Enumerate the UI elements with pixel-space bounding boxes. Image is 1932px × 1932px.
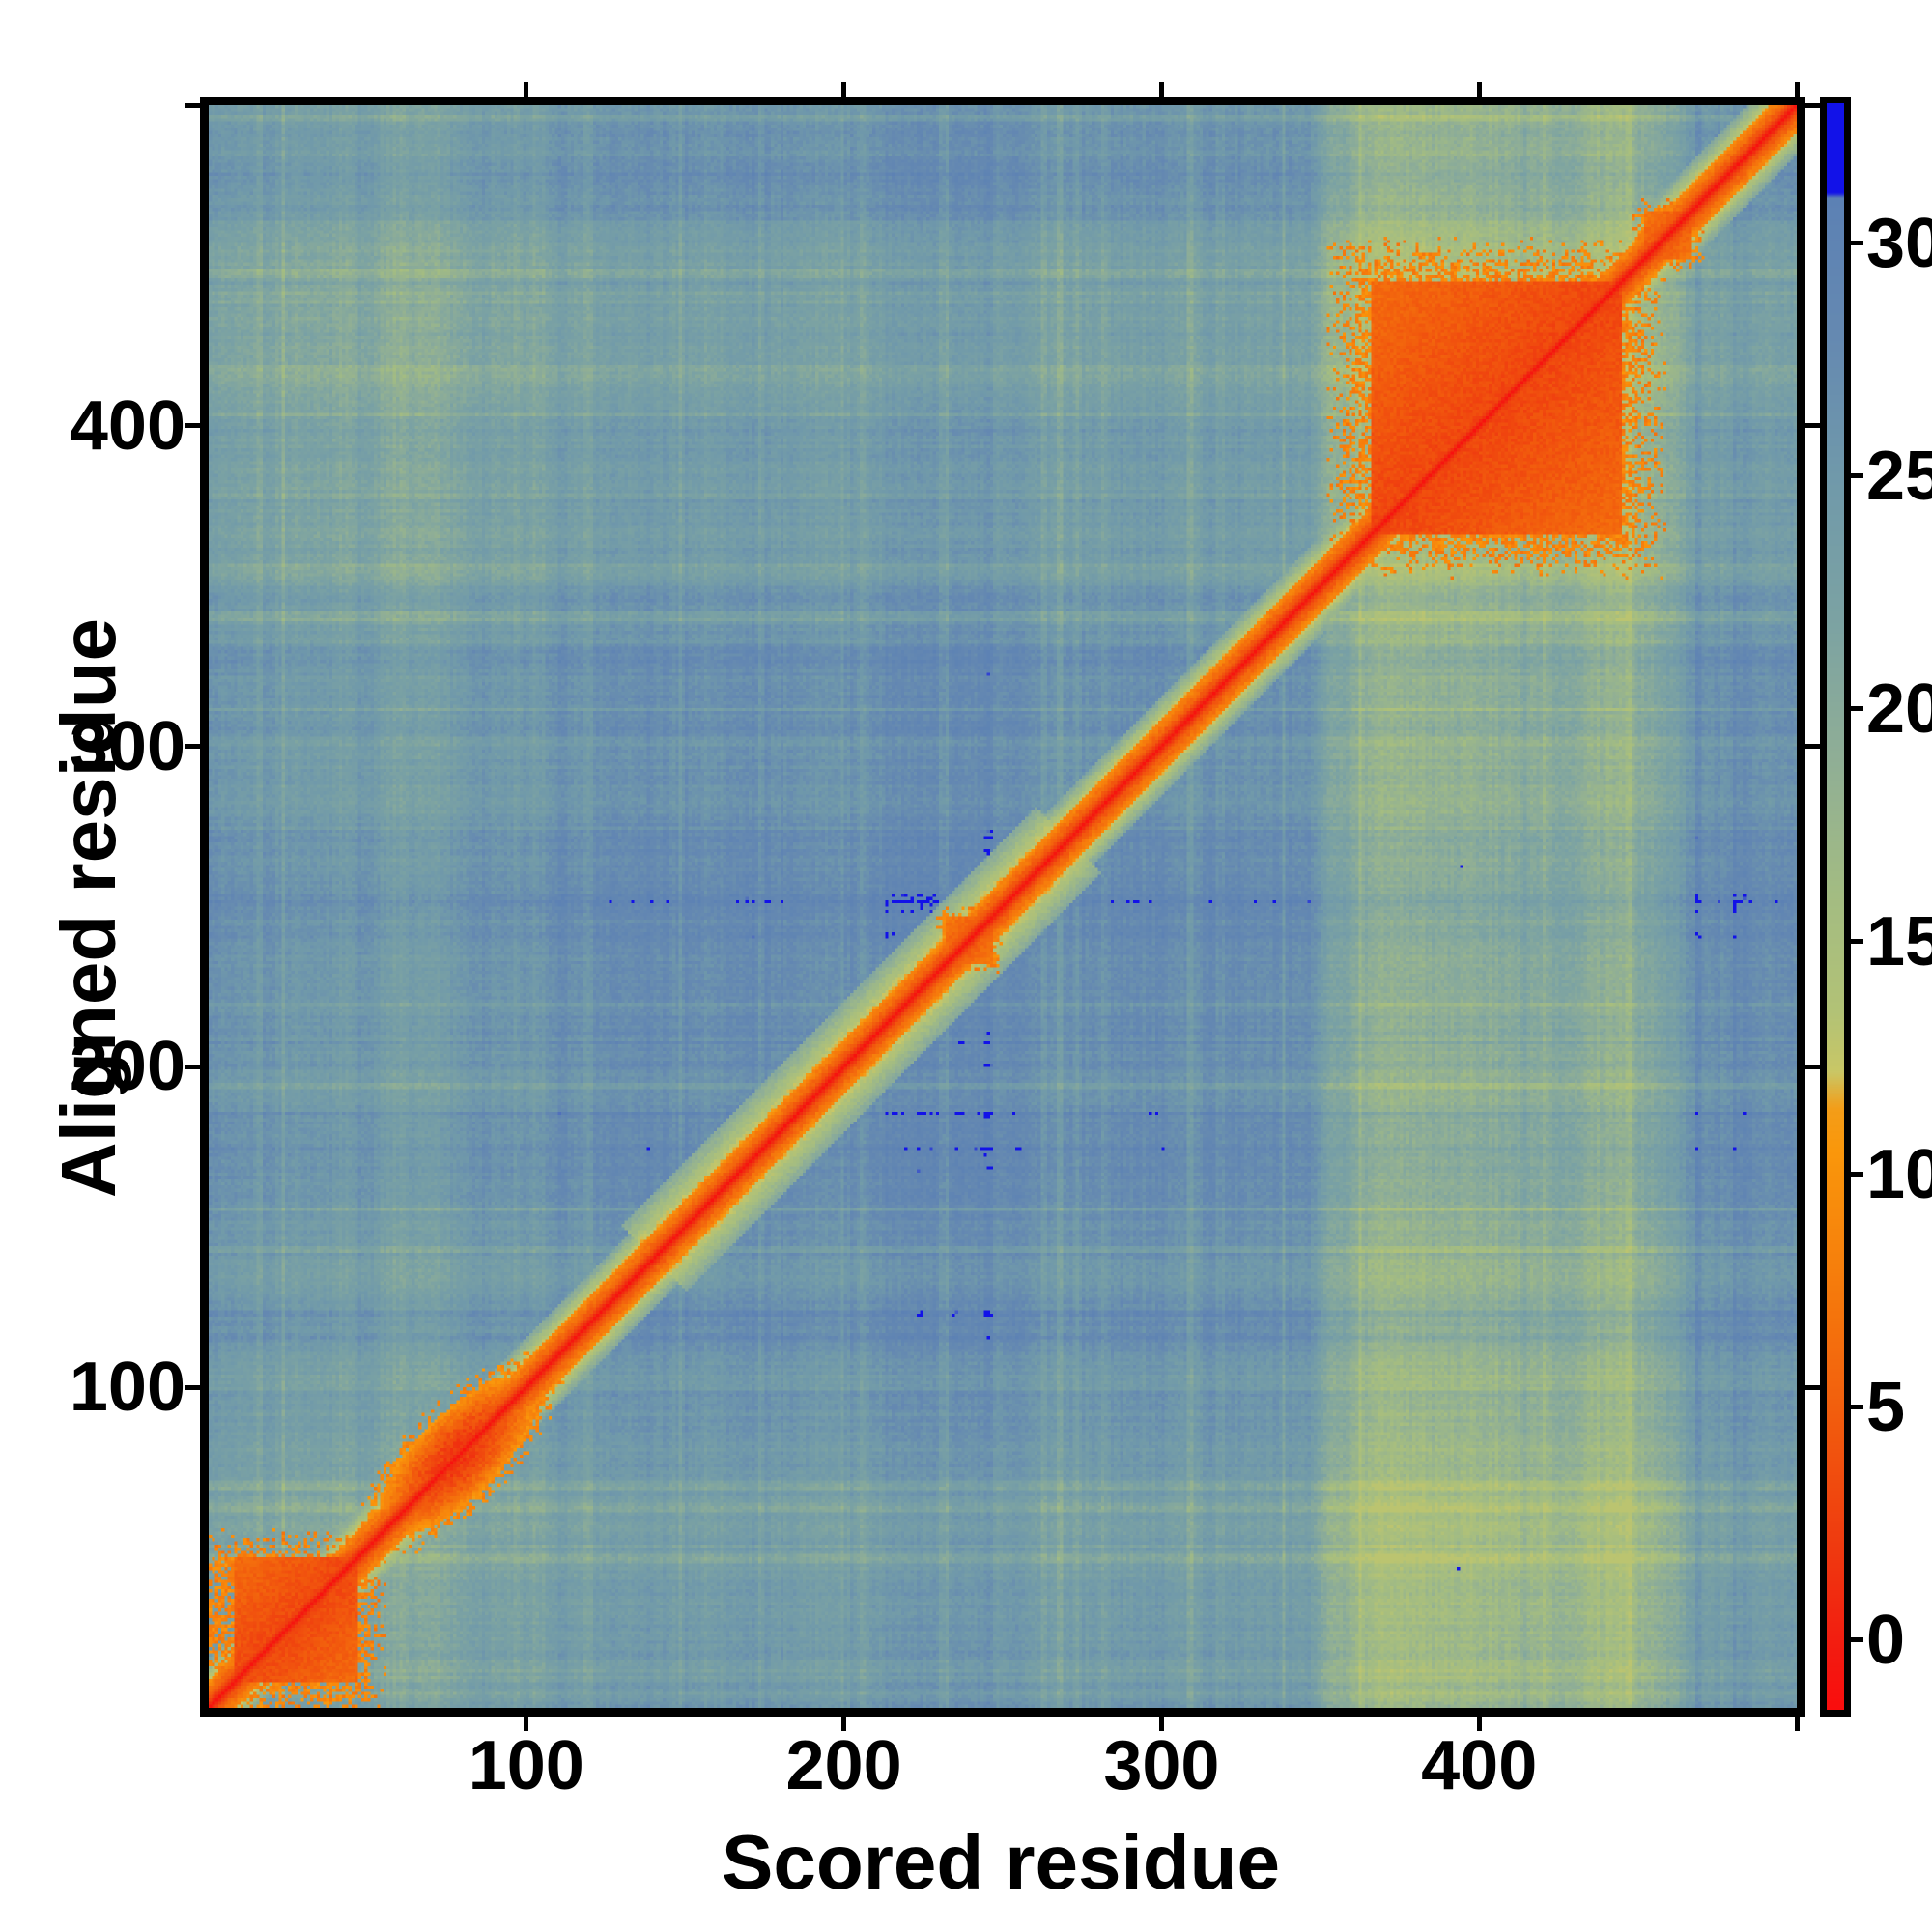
y-tick-label: 200 [69,1028,185,1106]
tick-mark [1476,1717,1482,1731]
tick-mark [1851,1172,1863,1178]
tick-mark [1158,1717,1164,1731]
y-tick-label: 300 [69,707,185,785]
tick-mark [1805,1064,1820,1069]
y-tick-label: 400 [69,386,185,465]
tick-mark [1851,1637,1863,1643]
colorbar-tick-label: 25 [1866,437,1932,515]
tick-mark [1805,102,1820,108]
tick-mark [1805,744,1820,750]
y-tick-label: 100 [69,1349,185,1427]
tick-mark [1794,1717,1800,1731]
x-tick-label: 300 [1103,1727,1220,1804]
colorbar [1820,97,1851,1717]
tick-mark [524,1717,529,1731]
colorbar-tick-label: 10 [1866,1135,1932,1213]
colorbar-canvas [1827,103,1844,1710]
colorbar-tick-label: 20 [1866,669,1932,748]
tick-mark [1851,706,1863,712]
tick-mark [1476,82,1482,97]
tick-mark [185,744,200,750]
x-tick-label: 200 [785,1727,902,1804]
tick-mark [1851,1405,1863,1410]
tick-mark [1158,82,1164,97]
tick-mark [185,1064,200,1069]
colorbar-tick-label: 5 [1866,1368,1906,1446]
tick-mark [185,1384,200,1390]
tick-mark [841,1717,847,1731]
tick-mark [1851,473,1863,479]
x-tick-label: 100 [468,1727,584,1804]
tick-mark [841,82,847,97]
tick-mark [185,102,200,108]
heatmap-plot-area [200,97,1805,1717]
colorbar-tick-label: 30 [1866,204,1932,282]
colorbar-tick-label: 0 [1866,1601,1906,1679]
tick-mark [1805,1384,1820,1390]
tick-mark [1805,423,1820,429]
x-axis-title: Scored residue [721,1819,1280,1905]
heatmap-canvas [209,105,1797,1708]
tick-mark [1851,939,1863,945]
tick-mark [185,423,200,429]
colorbar-tick-label: 15 [1866,902,1932,980]
y-axis-title: Aligned residue [45,617,131,1199]
x-tick-label: 400 [1421,1727,1538,1804]
tick-mark [1794,82,1800,97]
tick-mark [1851,241,1863,246]
tick-mark [524,82,529,97]
